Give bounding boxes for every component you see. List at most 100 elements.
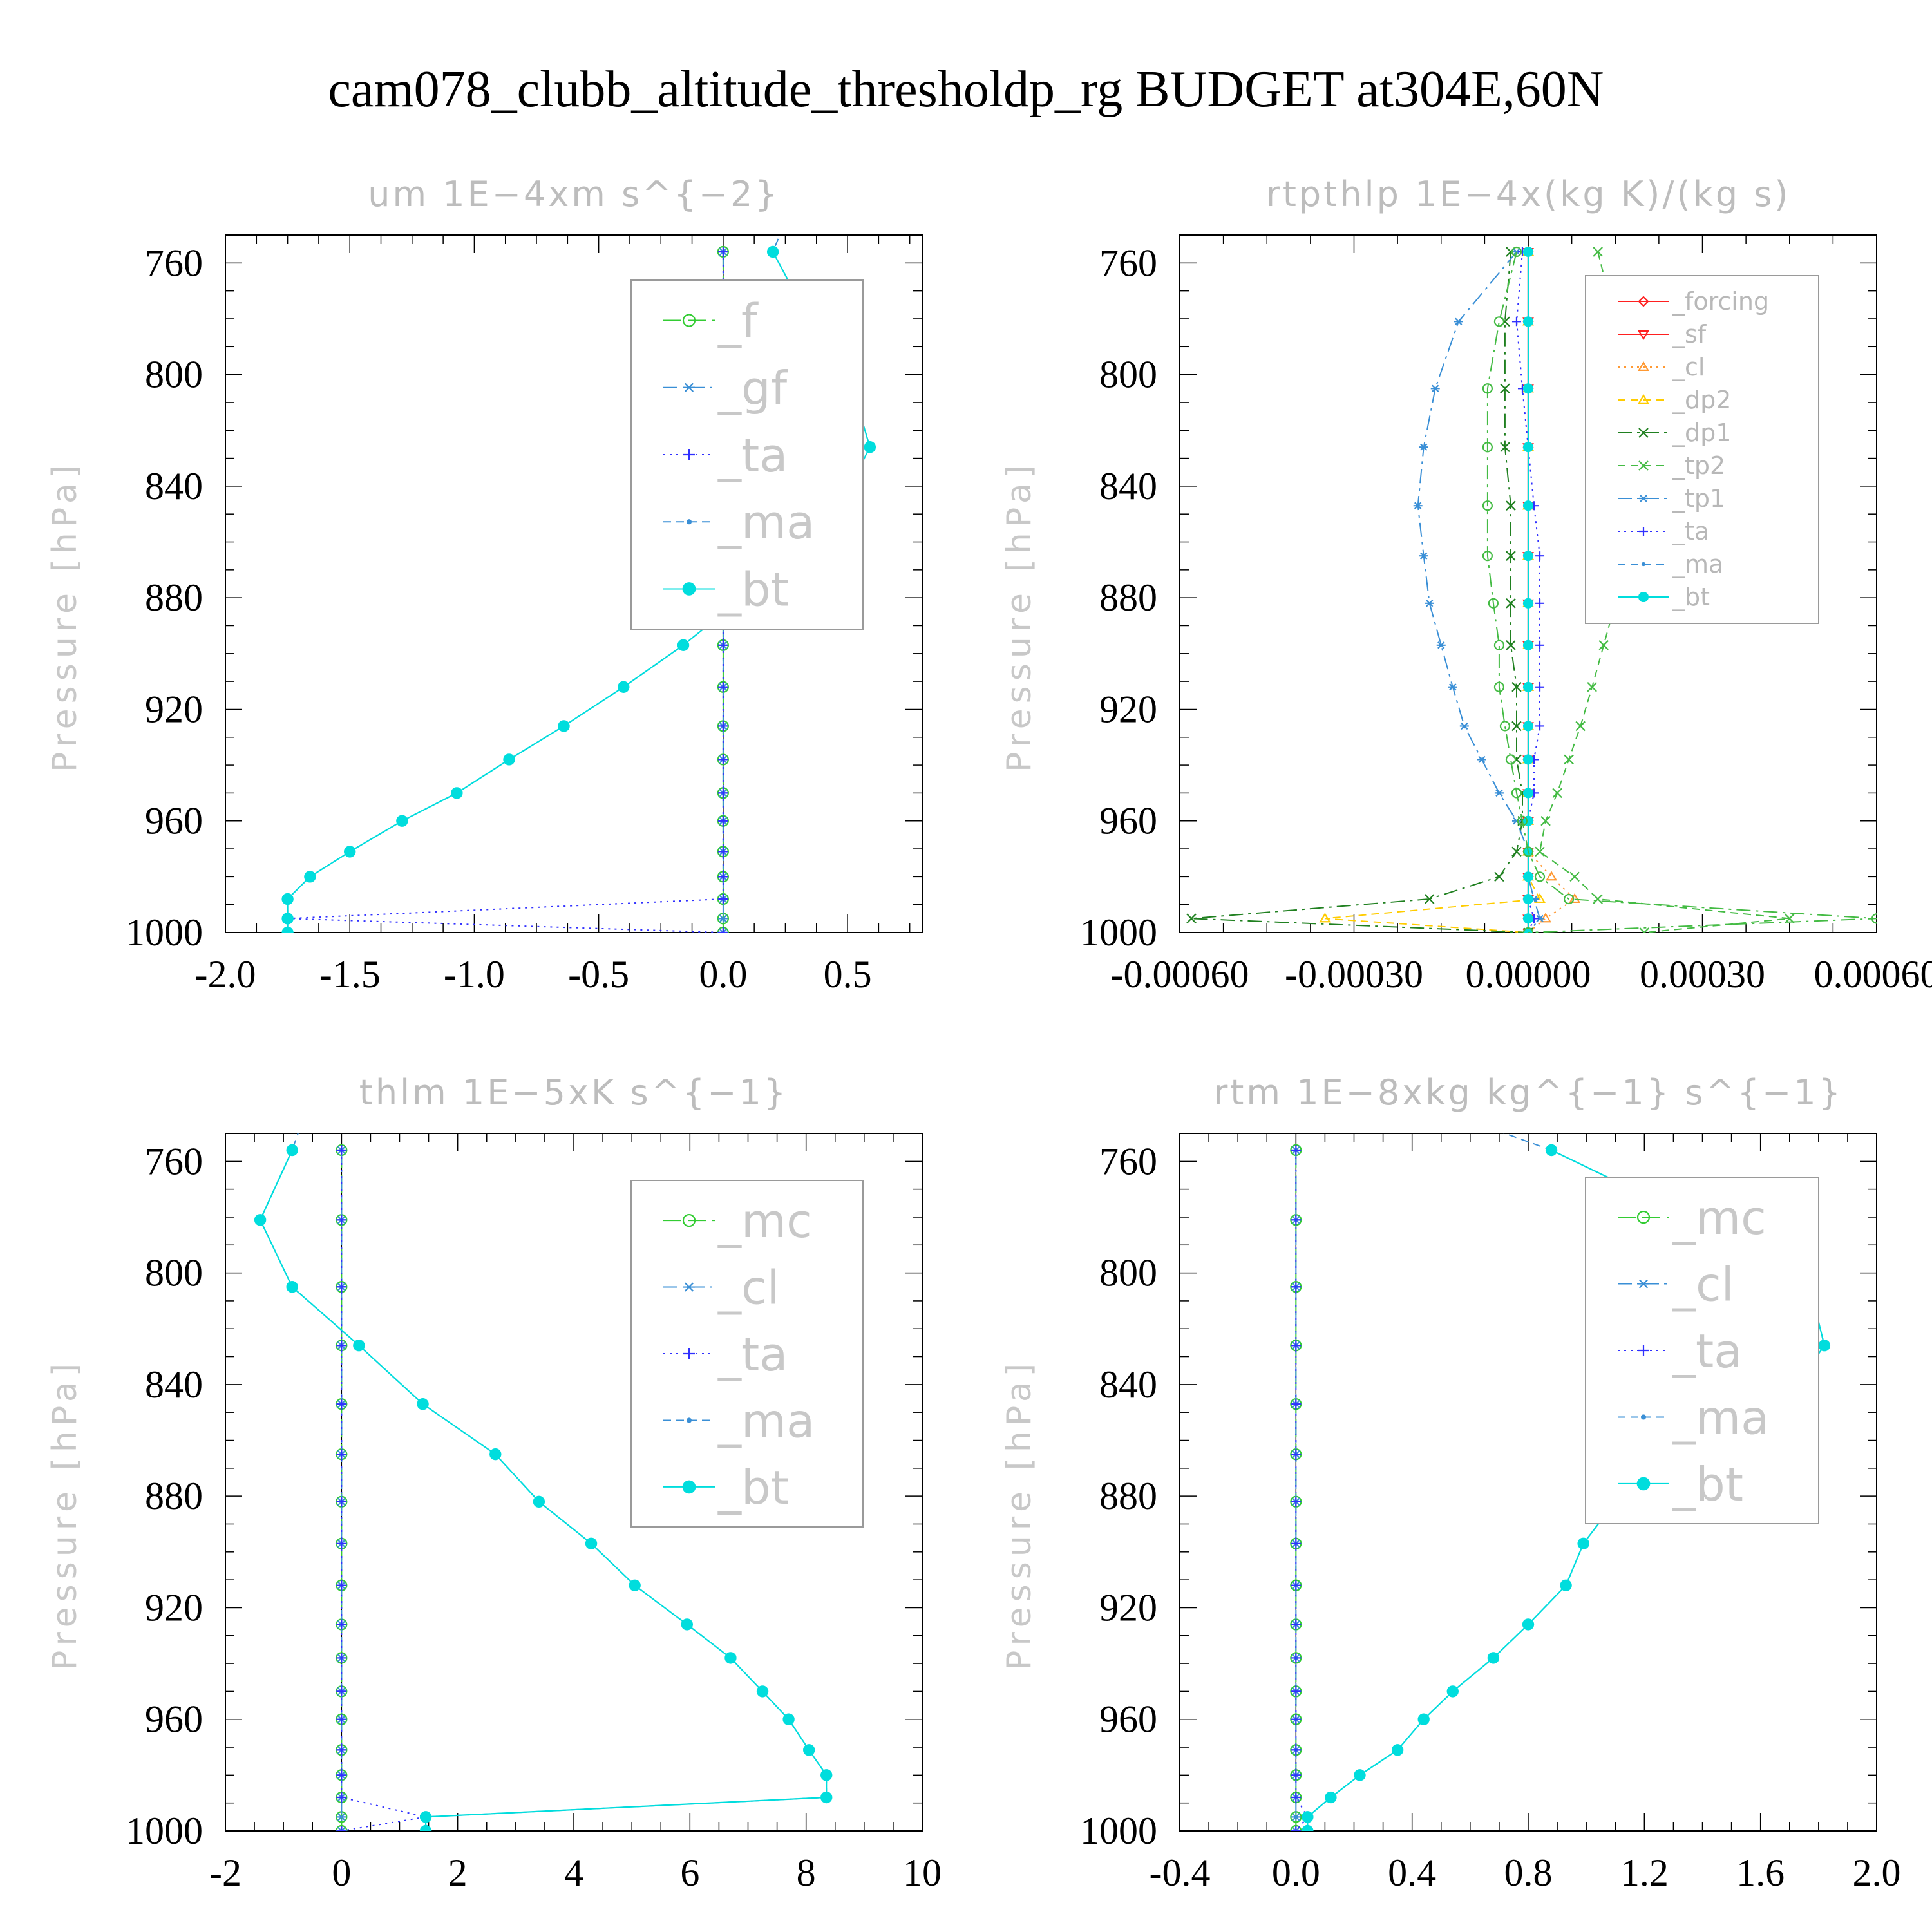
data-point bbox=[336, 1792, 347, 1803]
data-point bbox=[717, 894, 728, 905]
legend-label: _ma bbox=[717, 1394, 815, 1448]
data-point bbox=[1639, 927, 1650, 933]
panel-title: rtm 1E−8xkg kg^{−1} s^{−1} bbox=[1213, 1072, 1843, 1113]
data-point bbox=[1535, 551, 1545, 561]
data-point bbox=[1535, 721, 1545, 731]
legend-marker bbox=[686, 519, 692, 525]
y-tick-label: 800 bbox=[145, 1252, 203, 1294]
x-tick-label: -0.5 bbox=[568, 953, 629, 996]
data-point bbox=[820, 1791, 833, 1804]
data-point bbox=[717, 928, 728, 933]
data-point bbox=[451, 787, 463, 799]
x-tick-label: 8 bbox=[797, 1852, 816, 1894]
data-point bbox=[1564, 893, 1575, 905]
data-point bbox=[618, 681, 630, 693]
data-point bbox=[1511, 788, 1522, 799]
legend-label: _f bbox=[717, 294, 759, 348]
data-point bbox=[1291, 1538, 1302, 1549]
data-point bbox=[1291, 1496, 1302, 1507]
x-tick-label: 1.6 bbox=[1736, 1852, 1785, 1894]
legend-marker bbox=[683, 1282, 695, 1292]
legend-marker bbox=[1636, 1210, 1651, 1224]
data-point bbox=[1540, 815, 1551, 826]
data-point bbox=[1291, 1792, 1302, 1803]
data-point bbox=[1545, 1144, 1558, 1157]
legend-marker bbox=[1638, 361, 1649, 371]
data-point bbox=[1818, 1340, 1831, 1352]
data-point bbox=[1522, 246, 1534, 258]
data-point bbox=[756, 1685, 769, 1698]
data-point bbox=[1291, 1714, 1302, 1725]
legend-marker bbox=[1638, 428, 1649, 438]
legend-marker bbox=[683, 1348, 695, 1359]
data-point bbox=[1419, 552, 1428, 560]
legend-label: _ma bbox=[1672, 1390, 1769, 1444]
y-tick-label: 760 bbox=[145, 1140, 203, 1182]
data-point bbox=[1598, 640, 1609, 650]
data-point bbox=[1291, 1826, 1302, 1831]
x-tick-label: 0.5 bbox=[824, 953, 872, 996]
data-point bbox=[864, 441, 876, 453]
data-point bbox=[1459, 722, 1469, 730]
y-tick-label: 960 bbox=[1099, 800, 1157, 842]
x-tick-label: 6 bbox=[680, 1852, 699, 1894]
data-point bbox=[1291, 1826, 1302, 1831]
data-point bbox=[1499, 721, 1511, 732]
data-point bbox=[1560, 1579, 1572, 1591]
series-layer bbox=[254, 1133, 833, 1831]
data-point bbox=[1291, 1770, 1302, 1781]
data-point bbox=[281, 913, 294, 925]
data-point bbox=[1500, 383, 1510, 394]
data-point bbox=[533, 1495, 545, 1508]
data-point bbox=[1511, 817, 1521, 825]
data-point bbox=[336, 1770, 347, 1781]
y-tick-label: 760 bbox=[1099, 1140, 1157, 1182]
data-point bbox=[281, 926, 294, 933]
x-tick-label: 4 bbox=[564, 1852, 583, 1894]
x-tick-label: 0.0 bbox=[1272, 1852, 1320, 1894]
data-point bbox=[417, 1398, 429, 1410]
data-point bbox=[1535, 682, 1545, 692]
data-point bbox=[353, 1340, 365, 1352]
data-point bbox=[336, 1496, 347, 1507]
series-layer bbox=[1186, 245, 1877, 933]
y-tick-label: 840 bbox=[145, 465, 203, 507]
data-point bbox=[1494, 871, 1504, 882]
legend-label: _cl bbox=[717, 1261, 780, 1315]
legend-label: _ma bbox=[717, 495, 815, 549]
y-tick-label: 1000 bbox=[126, 1810, 203, 1852]
y-tick-label: 800 bbox=[1099, 354, 1157, 396]
data-point bbox=[1291, 1580, 1302, 1591]
data-point bbox=[717, 871, 728, 882]
data-point bbox=[336, 1538, 347, 1549]
x-tick-label: -1.5 bbox=[319, 953, 381, 996]
data-point bbox=[1482, 442, 1493, 453]
y-tick-label: 880 bbox=[1099, 1475, 1157, 1517]
legend-marker bbox=[1639, 495, 1648, 502]
data-point bbox=[1522, 893, 1534, 905]
y-tick-label: 760 bbox=[145, 242, 203, 284]
data-point bbox=[717, 788, 728, 799]
data-point bbox=[1291, 1653, 1302, 1663]
legend-label: _bt bbox=[1672, 583, 1710, 611]
data-point bbox=[336, 1144, 347, 1155]
legend-label: _tp1 bbox=[1672, 484, 1725, 513]
data-point bbox=[1291, 1686, 1302, 1697]
data-point bbox=[1546, 871, 1557, 881]
data-point bbox=[1522, 913, 1534, 924]
data-point bbox=[1522, 754, 1534, 765]
legend: _mc _cl _ta _ma _bt bbox=[630, 1180, 864, 1528]
data-point bbox=[396, 815, 408, 827]
data-point bbox=[629, 1579, 641, 1591]
data-point bbox=[336, 1826, 347, 1831]
data-point bbox=[1535, 640, 1545, 650]
data-point bbox=[1506, 640, 1516, 650]
legend-marker bbox=[1638, 393, 1649, 404]
data-point bbox=[1325, 1791, 1337, 1804]
legend-label: _bt bbox=[717, 562, 789, 616]
data-point bbox=[1291, 1812, 1302, 1821]
legend-label: _mc bbox=[1672, 1191, 1766, 1245]
x-tick-label: 2 bbox=[448, 1852, 468, 1894]
legend-label: _ta bbox=[1672, 1324, 1742, 1378]
x-tick-label: 0.0 bbox=[699, 953, 747, 996]
